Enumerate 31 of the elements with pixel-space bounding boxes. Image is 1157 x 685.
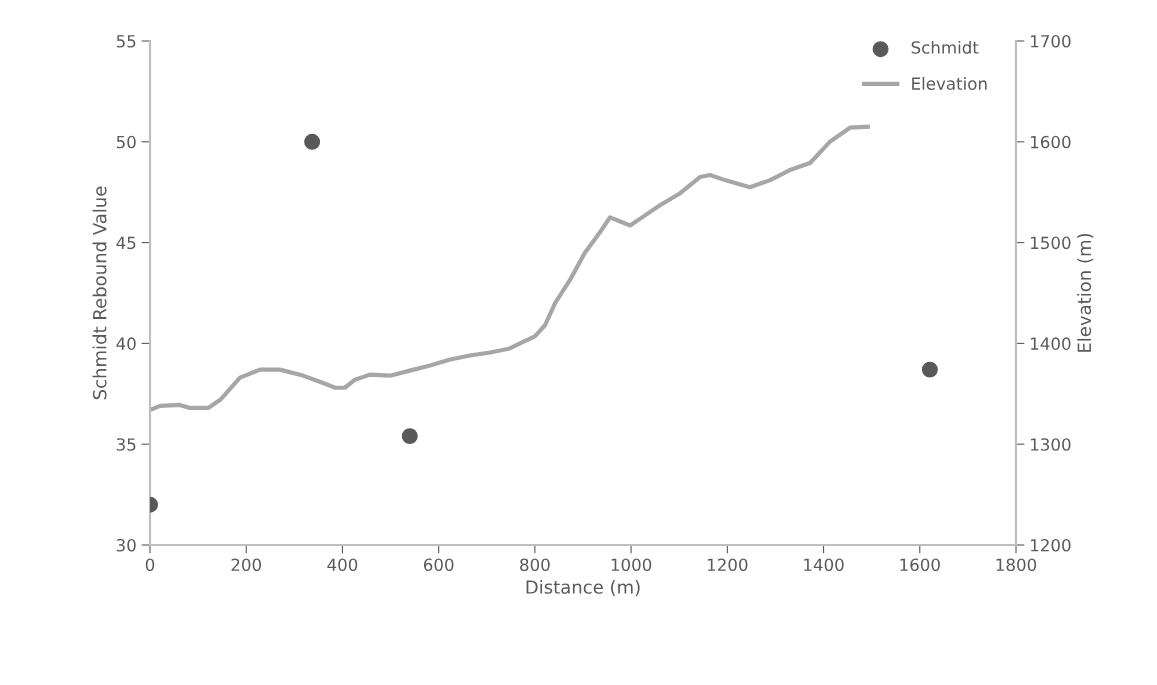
y-tick-label: 55 (116, 35, 136, 48)
point (401, 428, 418, 445)
legend-label: Schmidt (911, 40, 979, 54)
y2-tick-label: 1600 (1031, 135, 1071, 149)
y2-tick-label: 1300 (1031, 438, 1071, 451)
y2-tick-label: 1500 (1031, 236, 1071, 250)
x-tick-label: 400 (327, 558, 358, 572)
point (921, 361, 938, 378)
y2-axis-title: Elevation (m) (1077, 233, 1094, 352)
y-tick-label: 30 (116, 538, 136, 552)
legend-label: Elevation (912, 77, 987, 90)
line-series (150, 124, 870, 413)
x-tick-label: 200 (231, 558, 262, 572)
x-tick-label: 600 (423, 558, 454, 572)
y-tick-label: 50 (116, 135, 136, 149)
x-tick-label: 800 (520, 558, 550, 572)
x-tick-label: 1800 (996, 558, 1037, 572)
y-tick-label: 40 (116, 337, 136, 350)
y-tick-label: 45 (116, 236, 136, 250)
x-tick-label: 1600 (900, 558, 940, 572)
x-tick-label: 1400 (804, 558, 844, 572)
y2-tick-label: 1200 (1031, 538, 1071, 552)
y-axis-title: Schmidt Rebound Value (92, 186, 107, 400)
x-tick-label: 1000 (611, 558, 652, 572)
y2-tick-label: 1700 (1031, 34, 1071, 48)
y2-tick-label: 1400 (1031, 337, 1071, 350)
x-tick-label: 1200 (707, 558, 748, 572)
point (304, 133, 321, 150)
x-axis-title: Distance (m) (526, 579, 640, 596)
y-tick-label: 35 (116, 438, 136, 451)
x-tick-label: 0 (145, 558, 155, 572)
